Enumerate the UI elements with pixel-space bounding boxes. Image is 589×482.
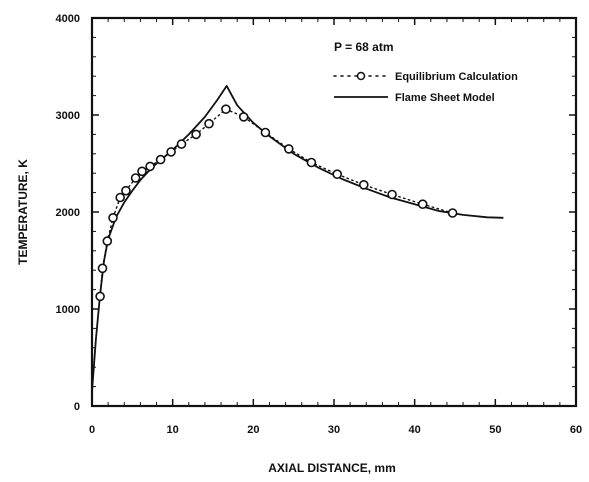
equilibrium-point bbox=[306, 157, 317, 168]
legend-flame-sheet-label: Flame Sheet Model bbox=[395, 92, 495, 104]
equilibrium-point bbox=[387, 189, 397, 200]
pressure-annotation: P = 68 atm bbox=[334, 40, 393, 54]
x-axis-title: AXIAL DISTANCE, mm bbox=[268, 461, 396, 475]
y-tick-label: 4000 bbox=[56, 13, 80, 25]
equilibrium-calculation-line bbox=[99, 108, 454, 298]
equilibrium-point bbox=[204, 118, 214, 129]
equilibrium-point bbox=[358, 180, 369, 190]
x-tick-label: 40 bbox=[409, 424, 421, 436]
equilibrium-point bbox=[260, 127, 271, 138]
equilibrium-point bbox=[95, 291, 105, 302]
x-tick-label: 0 bbox=[89, 424, 95, 436]
equilibrium-point bbox=[332, 169, 343, 179]
x-tick-label: 50 bbox=[489, 424, 501, 436]
x-tick-label: 60 bbox=[570, 424, 582, 436]
legend-equilibrium-label: Equilibrium Calculation bbox=[395, 71, 518, 83]
equilibrium-point bbox=[115, 192, 125, 203]
equilibrium-point bbox=[97, 263, 108, 274]
flame-sheet-model-line bbox=[91, 85, 504, 392]
x-tick-label: 10 bbox=[167, 424, 179, 436]
equilibrium-point bbox=[238, 112, 249, 122]
equilibrium-point bbox=[108, 213, 118, 223]
x-tick-label: 20 bbox=[247, 424, 259, 436]
equilibrium-point bbox=[130, 173, 141, 183]
equilibrium-point bbox=[121, 185, 131, 196]
equilibrium-point bbox=[283, 144, 294, 154]
y-tick-label: 3000 bbox=[56, 110, 80, 122]
equilibrium-point bbox=[137, 166, 147, 177]
equilibrium-point bbox=[191, 129, 201, 140]
y-tick-label: 0 bbox=[74, 401, 80, 413]
equilibrium-point bbox=[176, 139, 187, 149]
y-axis-title: TEMPERATURE, K bbox=[16, 159, 30, 265]
equilibrium-point bbox=[166, 147, 176, 157]
x-tick-label: 30 bbox=[328, 424, 340, 436]
y-tick-label: 2000 bbox=[56, 207, 80, 219]
equilibrium-point bbox=[155, 154, 166, 165]
legend-equilibrium-marker bbox=[356, 71, 366, 81]
equilibrium-point bbox=[447, 208, 458, 218]
equilibrium-point bbox=[145, 161, 155, 172]
y-tick-label: 1000 bbox=[56, 304, 80, 316]
equilibrium-point bbox=[221, 104, 231, 114]
equilibrium-point bbox=[102, 236, 113, 246]
equilibrium-point bbox=[417, 199, 428, 209]
